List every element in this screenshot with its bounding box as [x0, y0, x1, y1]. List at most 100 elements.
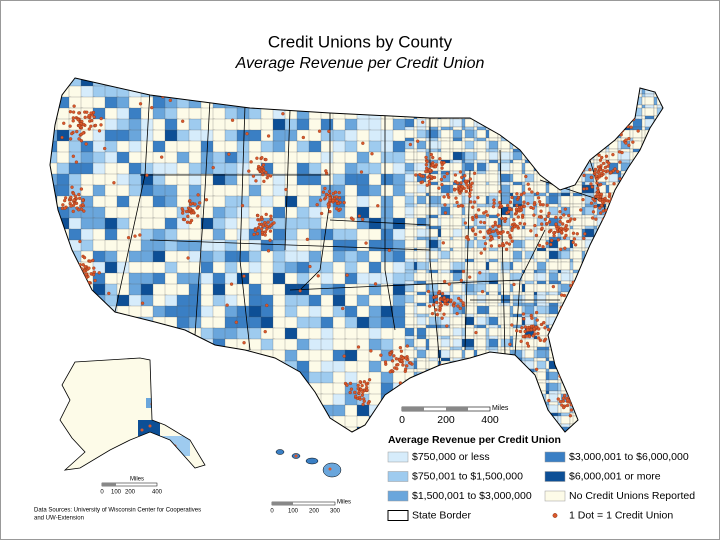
- credit-union-dot: [515, 192, 519, 196]
- credit-union-dot: [463, 221, 468, 225]
- credit-union-dot: [540, 226, 544, 230]
- credit-union-dot: [575, 232, 579, 236]
- credit-union-dot: [518, 221, 522, 226]
- credit-union-dot: [191, 210, 196, 214]
- credit-union-dot: [556, 238, 561, 242]
- credit-union-dot: [515, 224, 520, 229]
- credit-union-dot: [582, 236, 586, 241]
- credit-union-dot: [92, 115, 96, 119]
- credit-union-dot: [597, 153, 601, 157]
- county: [500, 173, 511, 183]
- credit-union-dot: [518, 329, 523, 334]
- county: [452, 206, 463, 216]
- county: [488, 151, 499, 161]
- credit-union-dot: [365, 388, 369, 392]
- county: [536, 360, 547, 370]
- credit-union-dot: [603, 165, 607, 170]
- credit-union-dot: [492, 198, 496, 202]
- county: [536, 272, 547, 282]
- credit-union-dot: [589, 182, 593, 186]
- credit-union-dot: [550, 238, 554, 243]
- credit-union-dot: [500, 216, 504, 221]
- county: [512, 294, 523, 304]
- county: [476, 162, 487, 172]
- credit-union-dot: [81, 131, 85, 135]
- credit-union-dot: [81, 122, 86, 127]
- credit-union-dot: [61, 203, 65, 207]
- credit-union-dot: [68, 137, 73, 141]
- credit-union-dot: [357, 395, 362, 399]
- credit-union-dot: [360, 393, 365, 397]
- credit-union-dot: [483, 247, 487, 251]
- credit-union-dot: [255, 232, 260, 236]
- county: [524, 349, 535, 359]
- credit-union-dot: [558, 210, 562, 214]
- county: [464, 250, 475, 260]
- credit-union-dot: [564, 223, 568, 228]
- credit-union-dot: [345, 383, 349, 387]
- credit-union-dot: [360, 383, 364, 388]
- credit-union-dot: [468, 191, 472, 195]
- county: [440, 338, 451, 348]
- credit-union-dot: [529, 229, 533, 233]
- credit-union-dot: [541, 203, 545, 207]
- credit-union-dot: [424, 155, 428, 160]
- county: [536, 294, 547, 304]
- credit-union-dot: [182, 217, 187, 222]
- county: [416, 206, 427, 216]
- credit-union-dot: [515, 329, 519, 333]
- credit-union-dot: [473, 232, 478, 236]
- credit-union-dot: [349, 387, 354, 391]
- credit-union-dot: [545, 241, 549, 245]
- credit-union-dot: [428, 304, 432, 308]
- credit-union-dot: [525, 334, 529, 338]
- county: [512, 261, 523, 271]
- credit-union-dot: [526, 328, 530, 332]
- credit-union-dot: [442, 312, 446, 316]
- credit-union-dot: [561, 222, 565, 226]
- credit-union-dot: [572, 237, 577, 241]
- county: [500, 294, 511, 304]
- credit-union-dot: [569, 217, 573, 221]
- credit-union-dot: [554, 222, 558, 226]
- county: [524, 272, 535, 282]
- county: [428, 316, 439, 326]
- credit-union-dot: [455, 312, 459, 316]
- credit-union-dot: [563, 246, 567, 250]
- credit-union-dot: [89, 124, 93, 128]
- credit-union-dot: [77, 196, 82, 201]
- county: [416, 305, 427, 315]
- credit-union-dot: [70, 185, 74, 189]
- county: [464, 129, 475, 139]
- credit-union-dot: [554, 215, 558, 220]
- credit-union-dot: [431, 155, 435, 160]
- county: [488, 162, 499, 172]
- credit-union-dot: [520, 326, 524, 330]
- credit-union-dot: [624, 138, 628, 142]
- county: [404, 294, 415, 304]
- credit-union-dot: [598, 158, 603, 162]
- credit-union-dot: [198, 201, 202, 205]
- county: [452, 140, 463, 150]
- credit-union-dot: [425, 159, 429, 164]
- credit-union-dot: [499, 203, 503, 208]
- credit-union-dot: [63, 198, 67, 203]
- credit-union-dot: [89, 111, 93, 115]
- county: [536, 349, 547, 359]
- credit-union-dot: [532, 202, 537, 207]
- credit-union-dot: [482, 211, 486, 215]
- credit-union-dot: [536, 196, 541, 200]
- county: [536, 184, 547, 194]
- credit-union-dot: [562, 393, 567, 398]
- county: [440, 217, 451, 227]
- credit-union-dot: [459, 203, 464, 208]
- county: [464, 327, 475, 337]
- county: [644, 107, 655, 117]
- credit-union-dot: [453, 188, 457, 192]
- credit-union-dot: [485, 213, 490, 217]
- credit-union-dot: [552, 231, 556, 235]
- county: [524, 261, 535, 271]
- credit-union-dot: [71, 209, 75, 214]
- county: [416, 349, 427, 359]
- county: [416, 228, 427, 238]
